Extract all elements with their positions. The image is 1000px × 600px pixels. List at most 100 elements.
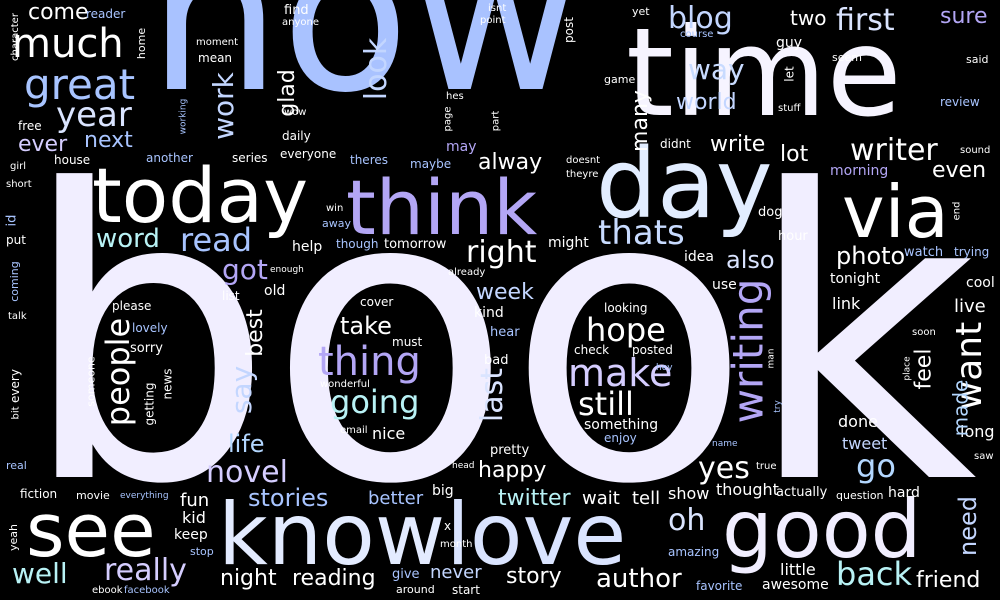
word-sorry: sorry	[130, 341, 163, 356]
word-last: last	[475, 367, 511, 423]
word-yeah: yeah	[7, 524, 20, 551]
word-much: much	[12, 21, 124, 67]
word-though: though	[336, 237, 379, 251]
word-use: use	[712, 277, 737, 293]
word-friend: friend	[916, 568, 981, 593]
word-stop: stop	[190, 545, 214, 558]
word-didnt: didnt	[660, 137, 691, 151]
word-right: right	[466, 235, 537, 270]
word-hard: hard	[888, 485, 920, 501]
word-book: book	[20, 107, 977, 572]
word-yes: yes	[698, 451, 750, 486]
word-know: know	[218, 485, 446, 585]
word-trying: trying	[954, 245, 990, 259]
word-soon: soon	[912, 327, 936, 338]
word-course: course	[680, 29, 714, 40]
word-happy: happy	[478, 458, 547, 483]
word-even: even	[932, 158, 987, 183]
word-glad: glad	[274, 69, 300, 117]
word-little: little	[780, 560, 816, 579]
word-talk: talk	[8, 311, 27, 322]
word-mean: mean	[198, 51, 233, 65]
word-feel: feel	[911, 348, 937, 390]
word-start: start	[452, 583, 480, 597]
word-actually: actually	[776, 485, 828, 500]
word-come: come	[28, 0, 89, 25]
word-writing: writing	[723, 278, 773, 424]
word-reader: reader	[86, 7, 126, 21]
word-bit: bit	[10, 406, 22, 420]
word-favorite: favorite	[696, 579, 743, 593]
word-time: time	[626, 2, 902, 144]
word-moment: moment	[196, 37, 239, 48]
word-movie: movie	[76, 489, 110, 502]
word-kid: kid	[182, 508, 206, 527]
word-long: long	[960, 422, 995, 441]
word-reading: reading	[292, 566, 376, 591]
word-maybe: maybe	[410, 157, 452, 171]
word-writer: writer	[850, 133, 938, 168]
word-wonderful: wonderful	[320, 379, 370, 390]
word-lovely: lovely	[132, 321, 168, 335]
word-back: back	[836, 555, 913, 593]
word-give: give	[392, 567, 420, 582]
word-world: world	[676, 90, 737, 115]
word-coming: coming	[7, 261, 21, 302]
word-hey: hey	[656, 363, 673, 373]
word-doesnt: doesnt	[566, 155, 601, 166]
word-write: write	[710, 132, 766, 157]
word-yet: yet	[632, 5, 650, 18]
word-man: man	[766, 348, 777, 369]
word-better: better	[368, 488, 424, 509]
word-isnt: isnt	[488, 3, 507, 14]
word-well: well	[12, 557, 68, 590]
word-everything: everything	[120, 491, 169, 501]
word-good: good	[722, 483, 922, 576]
word-lot: lot	[780, 142, 809, 167]
word-stories: stories	[248, 484, 329, 512]
word-getting: getting	[142, 382, 157, 426]
word-tomorrow: tomorrow	[384, 237, 447, 252]
word-must: must	[392, 335, 423, 349]
word-x: x	[444, 519, 452, 533]
word-series: series	[232, 151, 268, 165]
word-hear: hear	[490, 325, 520, 340]
word-real: real	[6, 459, 27, 472]
word-game: game	[604, 73, 636, 86]
word-thats: thats	[598, 213, 685, 253]
word-alway: alway	[478, 150, 543, 175]
word-novel: novel	[206, 455, 288, 490]
word-wait: wait	[582, 488, 620, 509]
word-sound: sound	[960, 145, 991, 156]
word-ebook: ebook	[92, 585, 123, 596]
word-enjoy: enjoy	[604, 431, 637, 445]
word-head: head	[452, 461, 475, 471]
word-free: free	[18, 119, 42, 133]
word-take: take	[340, 312, 392, 340]
word-ever: ever	[18, 132, 68, 157]
word-please: please	[112, 299, 152, 313]
word-great: great	[24, 60, 136, 109]
word-thought: thought	[716, 480, 779, 499]
word-blog: blog	[668, 1, 733, 36]
word-done: done	[838, 412, 878, 431]
word-love: love	[446, 485, 627, 585]
word-now: now	[148, 0, 582, 139]
word-story: story	[506, 564, 562, 589]
word-part: part	[490, 110, 502, 132]
word-already: already	[448, 267, 486, 278]
word-cover: cover	[360, 295, 394, 309]
word-try: try	[772, 400, 783, 413]
word-really: really	[104, 553, 187, 588]
word-work: work	[206, 72, 240, 140]
word-house: house	[54, 153, 91, 167]
word-still: still	[578, 385, 634, 423]
word-word: word	[96, 224, 160, 254]
word-year: year	[56, 95, 132, 135]
word-go: go	[856, 447, 896, 485]
word-made: made	[948, 379, 973, 437]
word-read: read	[180, 221, 253, 259]
word-make: make	[568, 351, 673, 395]
word-post: post	[561, 17, 576, 43]
word-show: show	[668, 484, 710, 503]
